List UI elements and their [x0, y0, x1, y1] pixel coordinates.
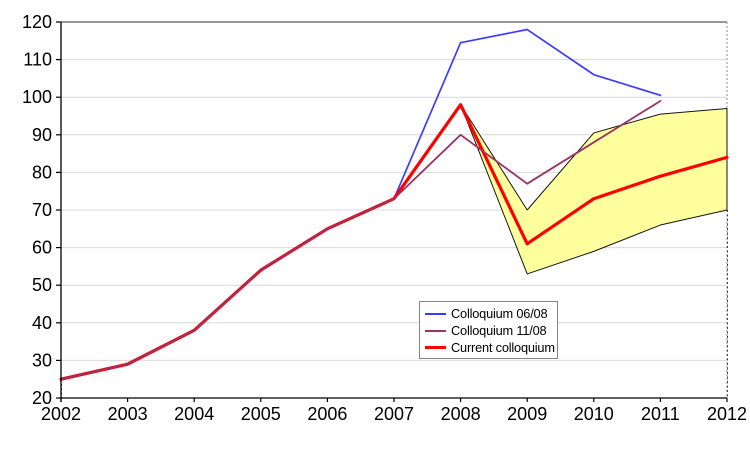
y-axis-label: 70 — [32, 200, 52, 220]
uncertainty-band — [460, 104, 728, 275]
legend: Colloquium 06/08 Colloquium 11/08 Curren… — [419, 301, 558, 359]
y-axis-label: 40 — [32, 313, 52, 333]
y-axis-label: 90 — [32, 125, 52, 145]
series-line-colloquium-11-08 — [60, 100, 662, 381]
x-axis-label: 2002 — [41, 404, 81, 424]
y-axis-label: 100 — [22, 87, 52, 107]
y-axis-label: 60 — [32, 238, 52, 258]
legend-line-swatch — [425, 329, 446, 332]
x-axis-label: 2003 — [108, 404, 148, 424]
legend-item: Colloquium 11/08 — [425, 322, 557, 339]
y-axis-label: 80 — [32, 162, 52, 182]
y-axis-label: 20 — [32, 388, 52, 408]
legend-line-swatch — [425, 346, 446, 349]
y-axis-label: 110 — [23, 50, 52, 70]
x-axis-label: 2005 — [241, 404, 281, 424]
gridlines — [61, 59, 727, 361]
x-axis-label: 2004 — [174, 404, 214, 424]
y-axis-label: 50 — [32, 275, 52, 295]
x-axis-label: 2006 — [307, 404, 347, 424]
y-axis-label: 120 — [22, 12, 52, 32]
legend-item: Current colloquium — [425, 339, 557, 356]
x-axis-label: 2010 — [574, 404, 614, 424]
x-axis-label: 2008 — [441, 404, 481, 424]
legend-label: Colloquium 11/08 — [451, 323, 547, 338]
y-axis-labels: 20 30 40 50 60 70 80 90 100 110 120 — [22, 12, 61, 408]
x-axis-label: 2012 — [707, 404, 747, 424]
legend-line-swatch — [425, 312, 446, 315]
x-axis-label: 2007 — [374, 404, 414, 424]
x-axis-label: 2009 — [507, 404, 547, 424]
legend-item: Colloquium 06/08 — [425, 305, 557, 322]
legend-label: Colloquium 06/08 — [451, 306, 548, 321]
legend-label: Current colloquium — [451, 340, 555, 355]
x-axis-label: 2011 — [641, 404, 680, 424]
y-axis-label: 30 — [32, 350, 52, 370]
x-axis-labels: 2002 2003 2004 2005 2006 2007 2008 2009 2010 2011… — [41, 398, 747, 424]
